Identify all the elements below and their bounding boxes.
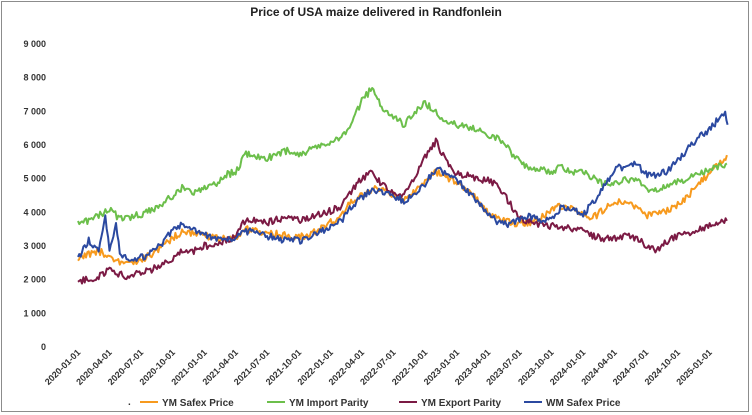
legend-label: YM Export Parity — [421, 398, 501, 409]
y-tick-label: 2 000 — [23, 275, 46, 285]
x-axis-ticks: 2020-01-012020-04-012020-07-012020-10-01… — [43, 347, 714, 387]
series-line-ym-import-parity — [77, 87, 728, 226]
y-tick-label: 5 000 — [23, 174, 46, 184]
y-tick-label: 6 000 — [23, 140, 46, 150]
y-tick-label: 1 000 — [23, 308, 46, 318]
y-tick-label: 4 000 — [23, 207, 46, 217]
y-tick-label: 9 000 — [23, 39, 46, 49]
legend-label: YM Import Parity — [289, 398, 369, 409]
series-line-wm-safex-price — [77, 110, 729, 263]
y-tick-label: 3 000 — [23, 241, 46, 251]
legend-dot-marker: . — [128, 397, 131, 408]
chart-title: Price of USA maize delivered in Randfonl… — [250, 5, 502, 19]
y-tick-label: 7 000 — [23, 106, 46, 116]
series-lines — [77, 87, 729, 285]
series-line-ym-safex-price — [77, 154, 728, 266]
legend-label: WM Safex Price — [546, 398, 621, 409]
series-line-ym-export-parity — [77, 137, 728, 285]
y-axis-ticks: 0 1 000 2 000 3 000 4 000 5 000 6 000 7 000 8 00… — [23, 39, 46, 352]
y-tick-label: 8 000 — [23, 73, 46, 83]
y-tick-label: 0 — [41, 342, 46, 352]
legend: . YM Safex Price YM Import Parity YM Expor… — [128, 397, 621, 409]
legend-label: YM Safex Price — [162, 398, 234, 409]
